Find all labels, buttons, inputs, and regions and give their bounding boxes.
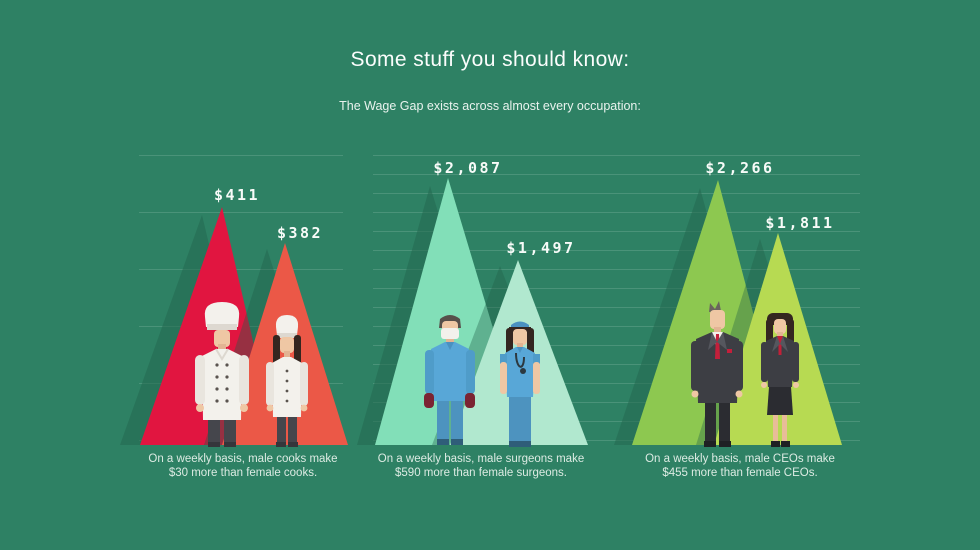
caption-cooks: On a weekly basis, male cooks make $30 m…	[139, 452, 347, 480]
caption-cooks-line2: $30 more than female cooks.	[168, 467, 318, 479]
value-label-male-ceos: $2,266	[705, 159, 775, 177]
value-label-female-ceos: $1,811	[765, 214, 835, 232]
female-surgeon-figure	[500, 321, 540, 447]
caption-ceos-line2: $455 more than female CEOs.	[662, 467, 818, 479]
value-label-female-surgeons: $1,497	[506, 239, 576, 257]
group-ceos	[614, 180, 842, 447]
page-title: Some stuff you should know:	[350, 48, 630, 71]
male-surgeon-figure	[424, 315, 475, 445]
female-cook-figure	[266, 315, 308, 447]
male-ceo-figure	[691, 301, 743, 447]
caption-cooks-line1: On a weekly basis, male cooks make	[148, 453, 338, 465]
group-cooks	[120, 207, 348, 447]
value-label-female-cooks: $382	[276, 224, 324, 242]
value-label-male-surgeons: $2,087	[433, 159, 503, 177]
caption-ceos: On a weekly basis, male CEOs make $455 m…	[630, 452, 850, 480]
male-cook-figure	[195, 302, 249, 447]
female-ceo-figure	[761, 313, 799, 447]
group-surgeons	[357, 178, 588, 447]
caption-surgeons: On a weekly basis, male surgeons make $5…	[373, 452, 589, 480]
value-label-male-cooks: $411	[213, 186, 261, 204]
caption-surgeons-line1: On a weekly basis, male surgeons make	[377, 453, 585, 465]
page-subtitle: The Wage Gap exists across almost every …	[339, 99, 641, 113]
caption-surgeons-line2: $590 more than female surgeons.	[395, 467, 567, 479]
caption-ceos-line1: On a weekly basis, male CEOs make	[645, 453, 835, 465]
